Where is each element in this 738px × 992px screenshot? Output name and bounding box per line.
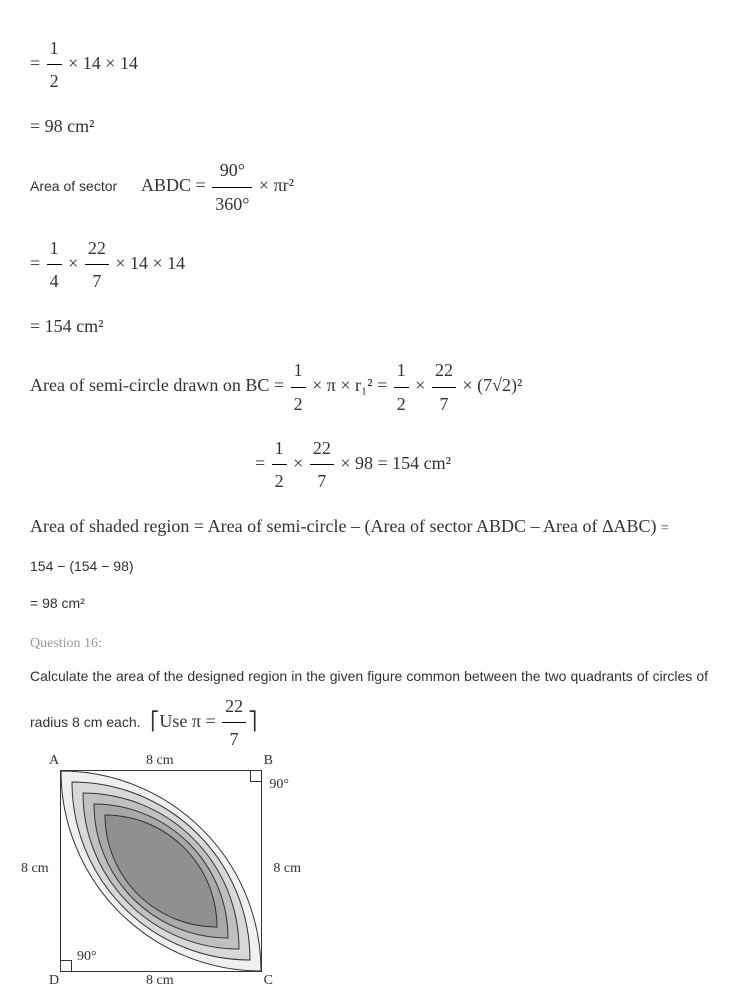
label-top: 8 cm — [146, 753, 174, 769]
angle-B: 90° — [269, 777, 289, 793]
right-angle-B — [250, 771, 261, 782]
sector-line: Area of sector ABDC = 90°360° × πr² — [30, 154, 708, 220]
question-title: Question 16: — [30, 636, 708, 652]
step3: = 14 × 227 × 14 × 14 — [30, 232, 708, 298]
label-D: D — [49, 973, 59, 989]
question-text: Calculate the area of the designed regio… — [30, 664, 708, 755]
step1: = 12 × 14 × 14 — [30, 32, 708, 98]
semicircle-line2: = 12 × 227 × 98 = 154 cm² — [30, 432, 708, 498]
step4: = 154 cm² — [30, 310, 708, 342]
figure: A B C D 8 cm 8 cm 8 cm 8 cm 90° 90° — [60, 770, 708, 972]
shaded-formula: Area of shaded region = Area of semi-cir… — [30, 510, 708, 542]
label-left: 8 cm — [21, 861, 49, 877]
label-C: C — [264, 973, 273, 989]
leaf-icon — [61, 771, 261, 971]
semicircle-line: Area of semi-circle drawn on BC = 12 × π… — [30, 354, 708, 420]
calc1: 154 − (154 − 98) — [30, 554, 708, 579]
right-angle-D — [61, 960, 72, 971]
label-A: A — [49, 753, 59, 769]
label-right: 8 cm — [273, 861, 301, 877]
label-bottom: 8 cm — [146, 973, 174, 989]
label-B: B — [264, 753, 273, 769]
angle-D: 90° — [77, 949, 97, 965]
step2: = 98 cm² — [30, 110, 708, 142]
calc2: = 98 cm² — [30, 591, 708, 616]
